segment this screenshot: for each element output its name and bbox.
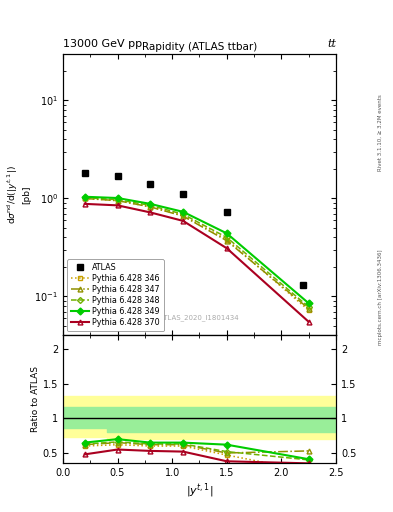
Pythia 6.428 370	[181, 218, 185, 224]
Pythia 6.428 348	[307, 304, 311, 310]
Y-axis label: Ratio to ATLAS: Ratio to ATLAS	[31, 367, 40, 432]
Line: Pythia 6.428 349: Pythia 6.428 349	[82, 195, 311, 306]
X-axis label: $|y^{t,1}|$: $|y^{t,1}|$	[186, 481, 213, 500]
Pythia 6.428 347	[148, 204, 152, 210]
Pythia 6.428 346	[148, 204, 152, 210]
Line: ATLAS: ATLAS	[81, 170, 307, 289]
ATLAS	[115, 173, 120, 179]
Pythia 6.428 349	[148, 201, 152, 207]
Y-axis label: $\mathregular{d}\sigma^\mathregular{nd}/\mathregular{d}(|y^{t,1}|)$
[pb]: $\mathregular{d}\sigma^\mathregular{nd}/…	[5, 165, 31, 224]
ATLAS	[224, 209, 229, 216]
Pythia 6.428 346	[83, 196, 87, 202]
Pythia 6.428 346	[307, 307, 311, 313]
Pythia 6.428 346	[181, 212, 185, 219]
Line: Pythia 6.428 348: Pythia 6.428 348	[83, 196, 311, 309]
Text: Rivet 3.1.10, ≥ 3.2M events: Rivet 3.1.10, ≥ 3.2M events	[378, 95, 383, 172]
Pythia 6.428 349	[224, 230, 229, 237]
Pythia 6.428 370	[83, 201, 87, 207]
Text: mcplots.cern.ch [arXiv:1306.3436]: mcplots.cern.ch [arXiv:1306.3436]	[378, 249, 383, 345]
ATLAS	[301, 282, 306, 288]
Title: Rapidity (ATLAS ttbar): Rapidity (ATLAS ttbar)	[142, 41, 257, 52]
Pythia 6.428 349	[307, 300, 311, 306]
Pythia 6.428 370	[148, 209, 152, 216]
Line: Pythia 6.428 347: Pythia 6.428 347	[82, 196, 311, 311]
Line: Pythia 6.428 346: Pythia 6.428 346	[82, 196, 311, 313]
Text: 13000 GeV pp: 13000 GeV pp	[63, 38, 142, 49]
Pythia 6.428 370	[307, 319, 311, 325]
Text: tt: tt	[327, 38, 336, 49]
ATLAS	[181, 191, 185, 198]
Pythia 6.428 349	[181, 209, 185, 215]
Pythia 6.428 348	[115, 197, 120, 203]
Line: Pythia 6.428 370: Pythia 6.428 370	[82, 201, 311, 324]
Pythia 6.428 347	[307, 306, 311, 312]
Pythia 6.428 349	[83, 194, 87, 200]
Pythia 6.428 347	[115, 198, 120, 204]
Pythia 6.428 348	[181, 211, 185, 217]
Pythia 6.428 348	[224, 234, 229, 241]
Pythia 6.428 346	[115, 198, 120, 204]
Pythia 6.428 347	[83, 196, 87, 202]
ATLAS	[83, 170, 87, 177]
Legend: ATLAS, Pythia 6.428 346, Pythia 6.428 347, Pythia 6.428 348, Pythia 6.428 349, P: ATLAS, Pythia 6.428 346, Pythia 6.428 34…	[67, 259, 163, 331]
Pythia 6.428 349	[115, 195, 120, 201]
Pythia 6.428 346	[224, 237, 229, 243]
ATLAS	[148, 181, 152, 187]
Text: ATLAS_2020_I1801434: ATLAS_2020_I1801434	[160, 314, 239, 322]
Pythia 6.428 347	[181, 213, 185, 219]
Pythia 6.428 348	[83, 195, 87, 201]
Pythia 6.428 348	[148, 202, 152, 208]
Pythia 6.428 370	[115, 202, 120, 208]
Pythia 6.428 347	[224, 238, 229, 244]
Pythia 6.428 370	[224, 245, 229, 251]
